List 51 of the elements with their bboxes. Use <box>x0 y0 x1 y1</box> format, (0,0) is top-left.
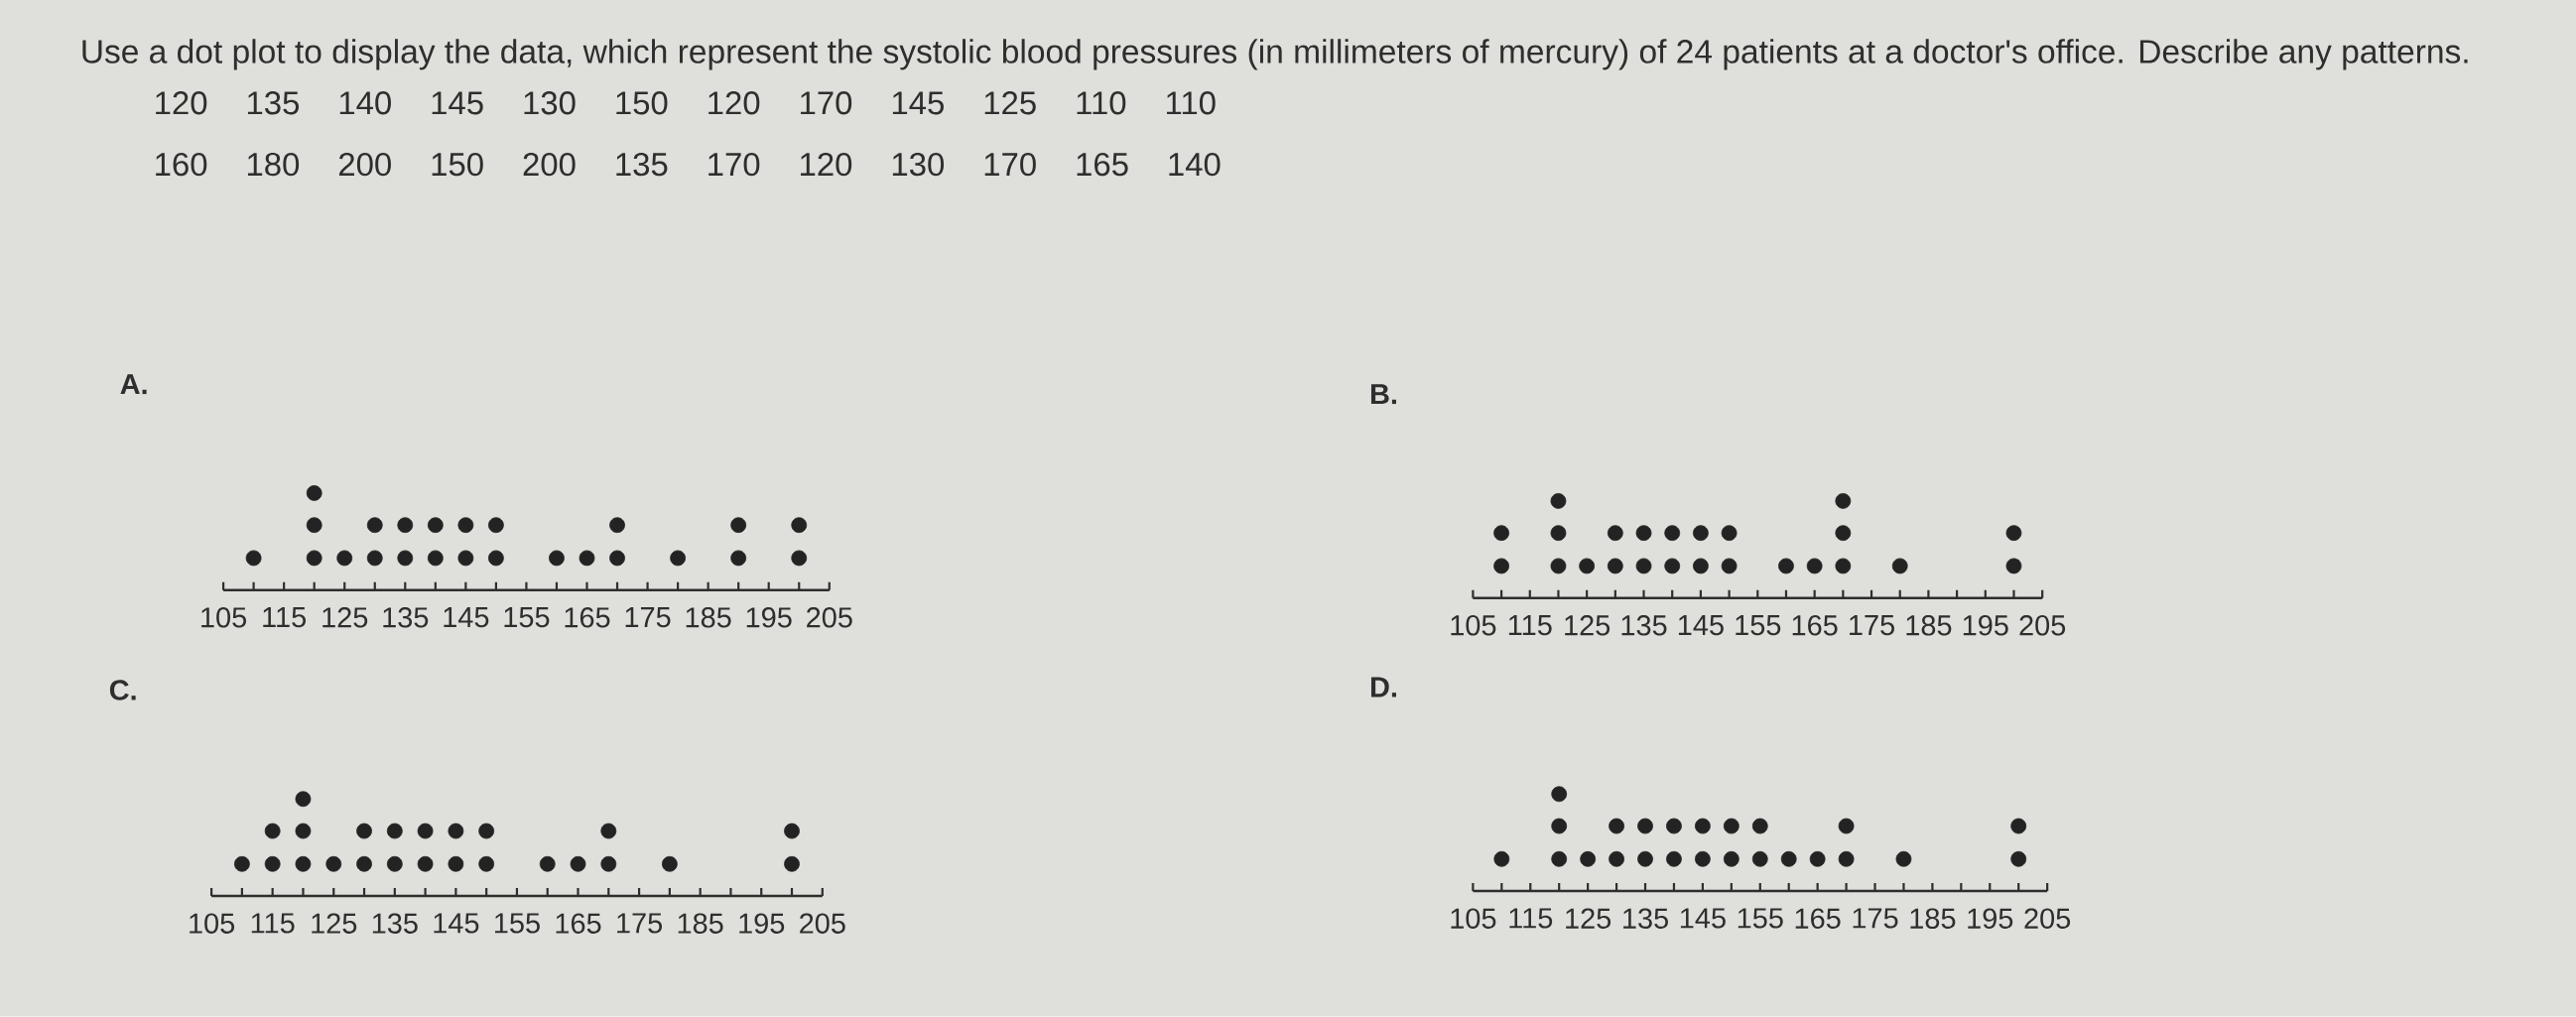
x-tick-label: 115 <box>1508 615 1552 636</box>
x-tick-label: 165 <box>1795 908 1841 930</box>
x-tick-label: 155 <box>1736 615 1781 636</box>
x-tick-label: 145 <box>1678 615 1724 636</box>
x-tick-label: 105 <box>190 913 235 934</box>
text: Use a dot plot to display the data, which represent the systolic blood pressures (in millimeters of mercury) of 24 patients at a doctor's office. Describe any patterns. <box>82 39 2468 70</box>
x-tick-label: 135 <box>1623 908 1668 930</box>
chart-title: D. <box>1370 677 1396 698</box>
x-tick-label: 155 <box>504 607 550 628</box>
x-tick-label: 165 <box>565 607 610 628</box>
x-tick-label: 125 <box>1565 615 1610 636</box>
x-tick-label: 175 <box>1850 615 1894 636</box>
x-tick-label: 205 <box>2019 615 2066 636</box>
chart-title: B. <box>1370 384 1396 405</box>
x-tick-label: 105 <box>201 607 247 628</box>
x-tick-label: 205 <box>800 913 845 934</box>
x-tick-label: 195 <box>739 913 785 934</box>
x-tick-label: 125 <box>1566 908 1611 930</box>
x-tick-label: 145 <box>1680 908 1726 929</box>
x-tick-label: 135 <box>1621 615 1667 636</box>
x-tick-label: 175 <box>1853 908 1898 929</box>
x-tick-label: 175 <box>625 607 671 628</box>
text: 160 180 200 150 200 135 170 120 130 170 165 140 <box>156 153 1221 177</box>
x-tick-label: 195 <box>746 607 792 628</box>
x-tick-label: 205 <box>2024 908 2071 930</box>
x-tick-label: 195 <box>1963 615 2008 636</box>
chart-title: A. <box>120 374 147 395</box>
x-tick-label: 155 <box>1738 908 1783 929</box>
x-tick-label: 165 <box>1792 615 1838 636</box>
x-tick-label: 125 <box>312 913 357 934</box>
x-tick-label: 175 <box>617 913 663 934</box>
x-tick-label: 135 <box>383 607 429 628</box>
x-tick-label: 105 <box>1451 908 1496 930</box>
x-tick-label: 135 <box>372 913 418 934</box>
x-tick-label: 185 <box>686 607 731 628</box>
x-tick-label: 185 <box>1910 908 1956 930</box>
x-tick-label: 125 <box>322 607 368 628</box>
x-tick-label: 155 <box>495 913 540 934</box>
x-tick-label: 105 <box>1451 615 1496 636</box>
x-tick-label: 115 <box>251 913 295 934</box>
x-tick-label: 115 <box>1509 908 1553 929</box>
chart-title: C. <box>109 680 136 700</box>
x-tick-label: 185 <box>678 913 723 934</box>
x-tick-label: 145 <box>444 607 489 628</box>
x-tick-label: 205 <box>807 607 852 628</box>
x-tick-label: 115 <box>263 607 307 628</box>
text: 120 135 140 145 130 150 120 170 145 125 110 110 <box>156 91 1216 115</box>
x-tick-label: 195 <box>1968 908 2013 930</box>
x-tick-label: 145 <box>434 913 479 934</box>
x-tick-label: 185 <box>1906 615 1952 636</box>
x-tick-label: 165 <box>556 913 601 934</box>
